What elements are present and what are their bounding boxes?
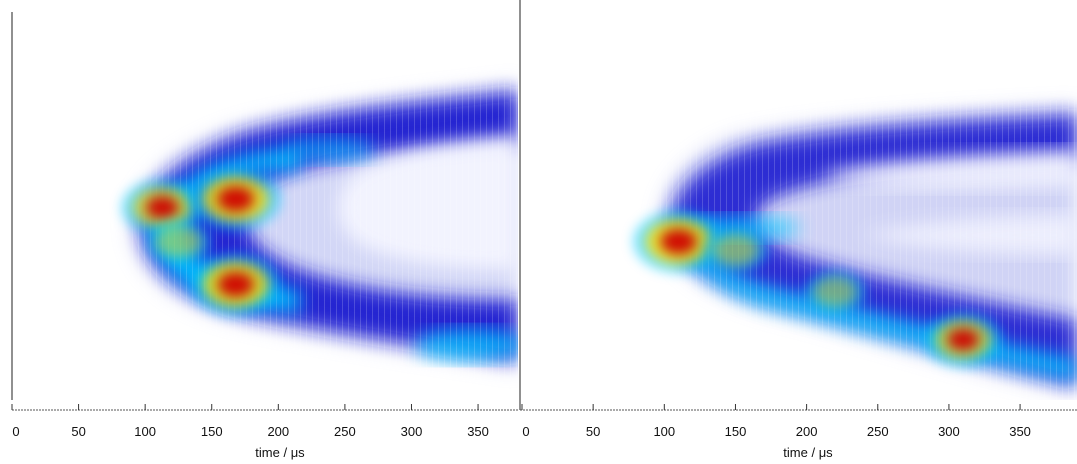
hotspot-right-1-layer-2: [947, 328, 979, 351]
x-tick-label-right-200: 200: [796, 424, 818, 439]
x-tick-label-right-350: 350: [1009, 424, 1031, 439]
hotspot-left-3-layer-1: [155, 226, 202, 258]
x-tick-label-left-100: 100: [134, 424, 156, 439]
hotspot-left-0-layer-2: [146, 196, 179, 219]
x-tick-label-right-0: 0: [522, 424, 529, 439]
x-tick-label-left-300: 300: [401, 424, 423, 439]
x-tick-label-right-150: 150: [725, 424, 747, 439]
x-tick-label-right-100: 100: [653, 424, 675, 439]
hotspot-right-0-layer-2: [660, 229, 697, 254]
x-tick-label-left-50: 50: [71, 424, 85, 439]
hotspot-left-2-layer-2: [217, 272, 254, 297]
x-tick-label-left-350: 350: [467, 424, 489, 439]
hotspot-left-1-layer-2: [217, 186, 254, 212]
x-tick-label-left-250: 250: [334, 424, 356, 439]
heatmap-panel-right: 0 50 100 150 200 250 300 350 time / μs: [520, 100, 1077, 460]
x-tick-label-right-250: 250: [867, 424, 889, 439]
heatmap-right-hotspots: [633, 211, 1003, 367]
heatmap-panel-left: 0 50 100 150 200 250 300 350 time / μs: [11, 0, 521, 460]
x-tick-label-left-150: 150: [201, 424, 223, 439]
x-axis-title-right: time / μs: [783, 445, 833, 460]
x-tick-label-left-200: 200: [267, 424, 289, 439]
x-axis-left: 0 50 100 150 200 250 300 350: [11, 404, 489, 439]
heatmap-right-plume: [633, 100, 1077, 400]
hotspot-right-2-layer-1: [712, 234, 759, 266]
heatmap-left-plume: [121, 80, 518, 380]
x-tick-label-left-0: 0: [12, 424, 19, 439]
x-axis-right: 0 50 100 150 200 250 300 350: [521, 404, 1031, 439]
hotspot-right-3-layer-1: [813, 277, 858, 307]
x-tick-label-right-300: 300: [938, 424, 960, 439]
x-axis-title-left: time / μs: [255, 445, 305, 460]
x-tick-label-right-50: 50: [586, 424, 600, 439]
heatmap-left-hotspots: [121, 168, 281, 316]
